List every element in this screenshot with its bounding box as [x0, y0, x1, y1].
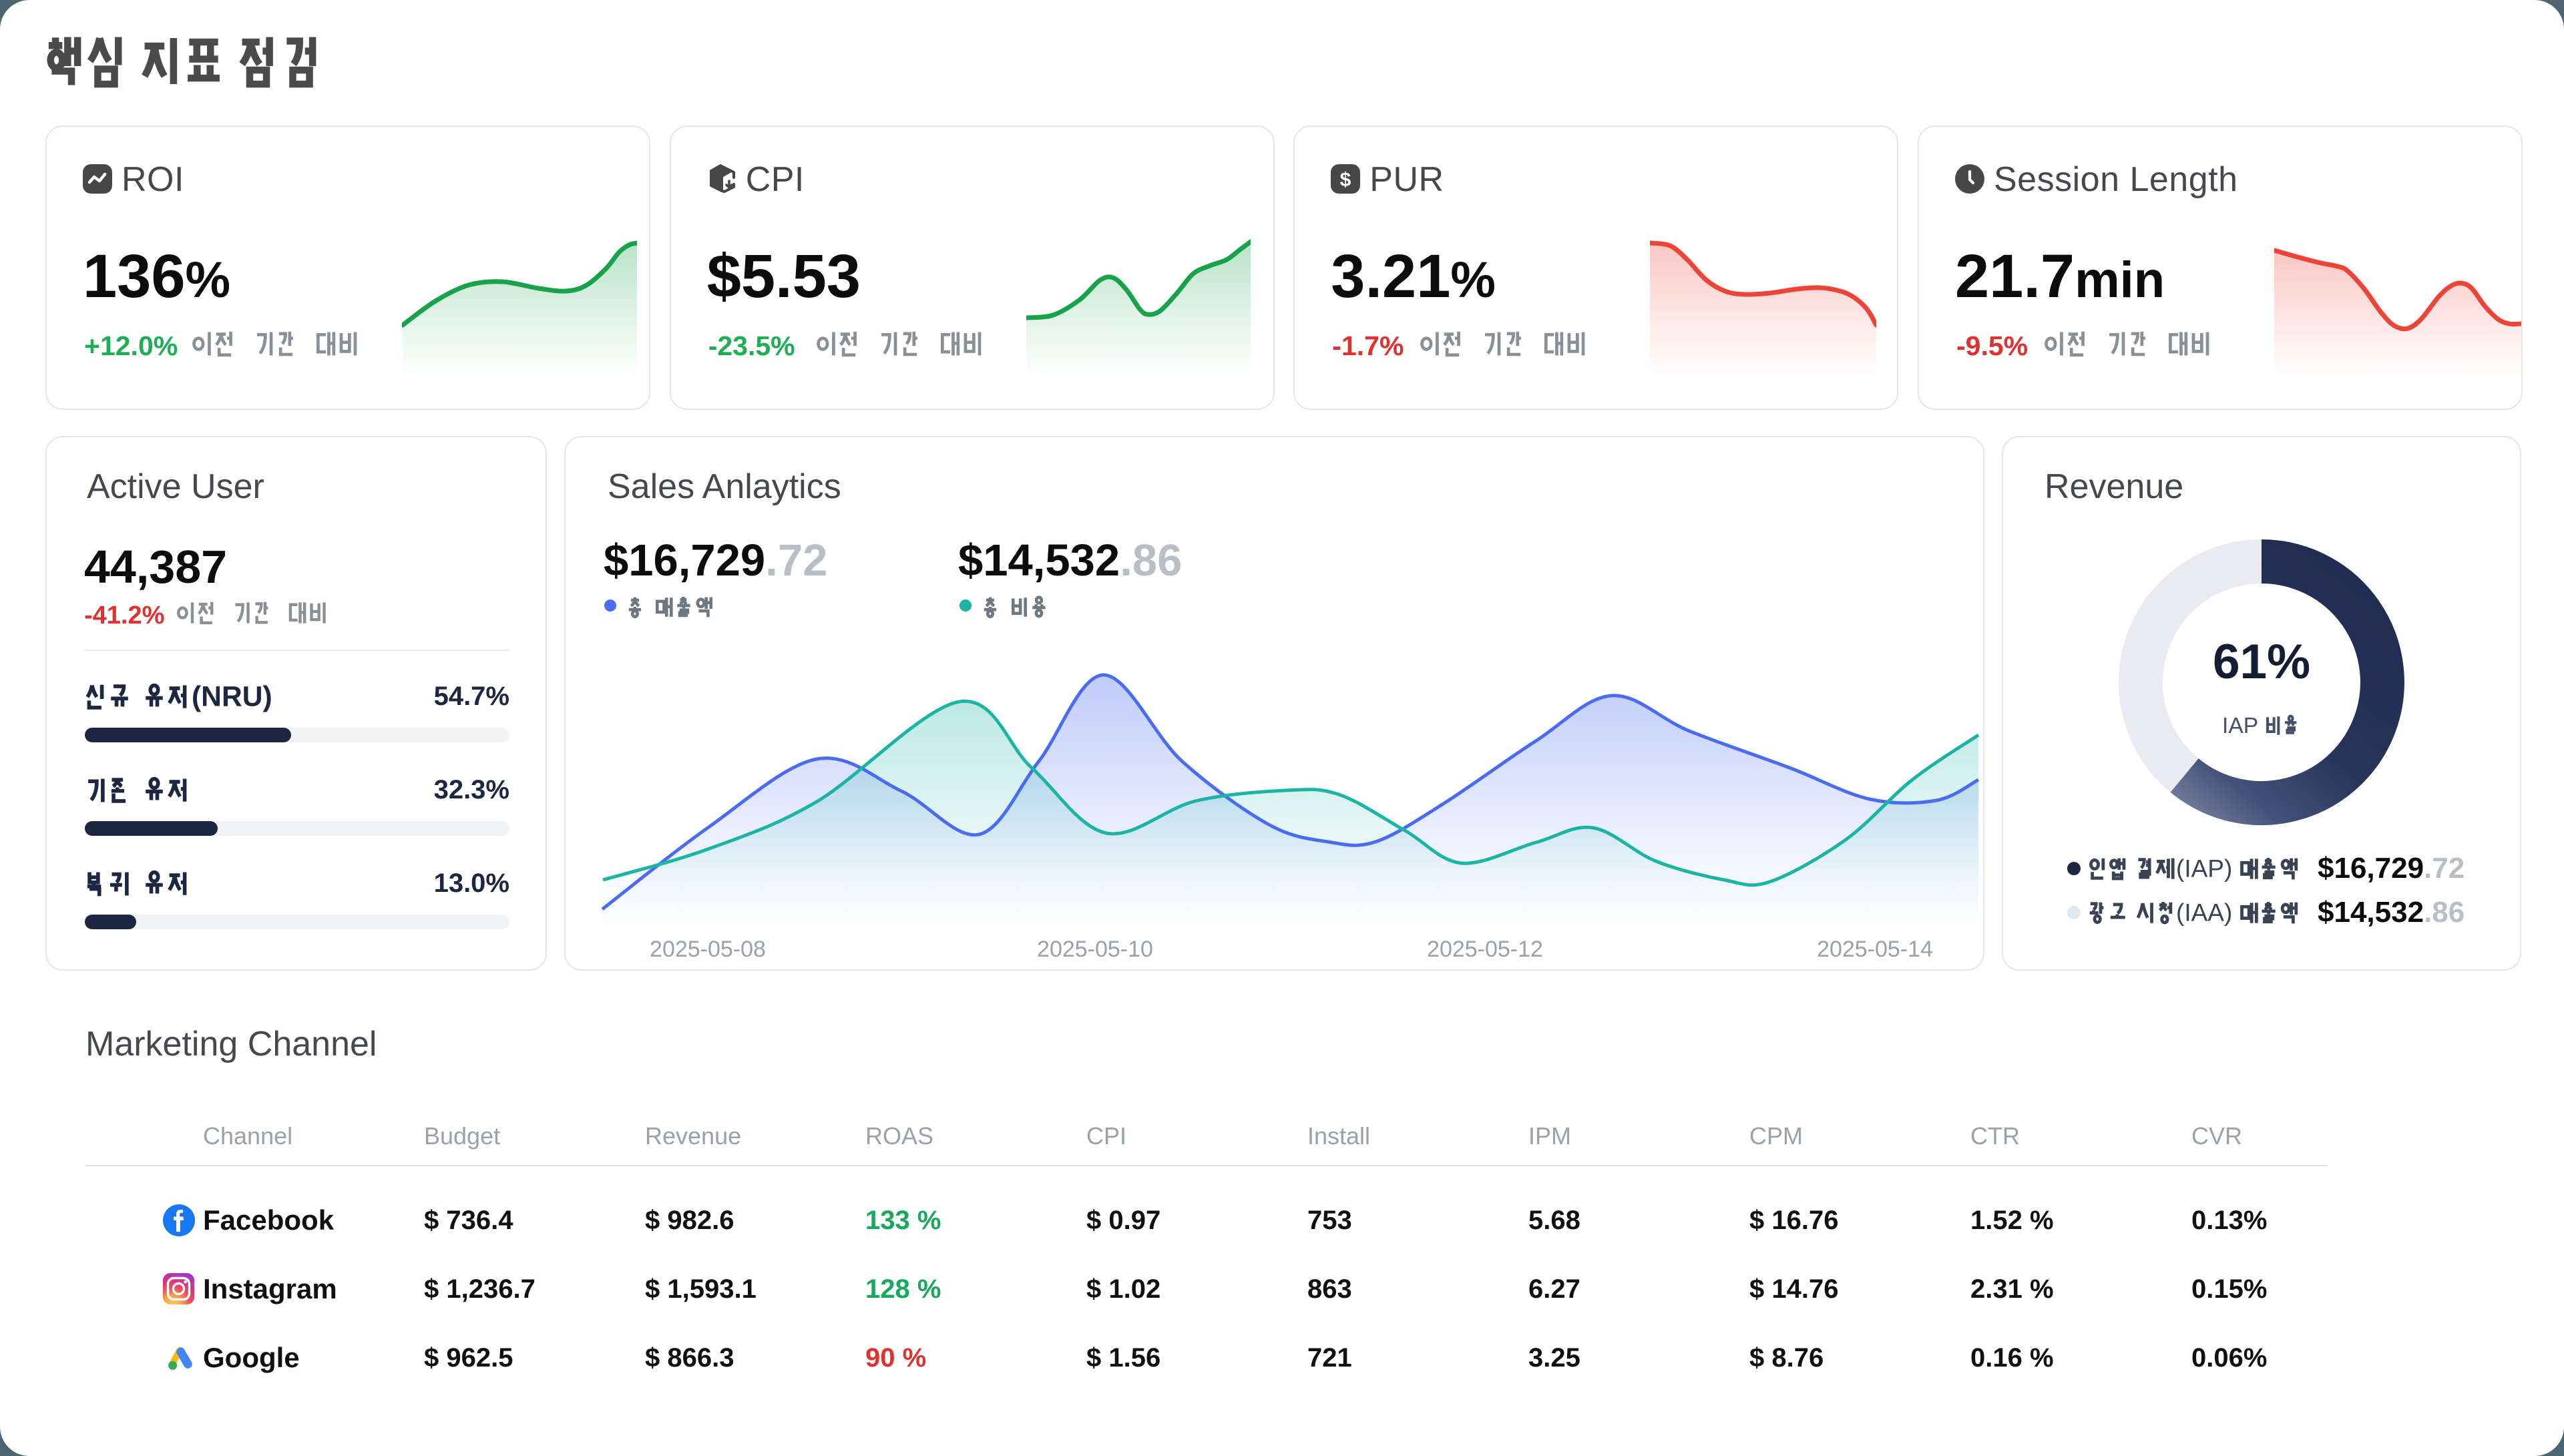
svg-text:(IAA): (IAA): [2176, 899, 2232, 926]
svg-text:IAP: IAP: [2222, 714, 2258, 738]
svg-text:(NRU): (NRU): [192, 681, 272, 713]
svg-text:(IAP): (IAP): [2176, 855, 2232, 882]
svg-text:$: $: [1340, 169, 1351, 191]
